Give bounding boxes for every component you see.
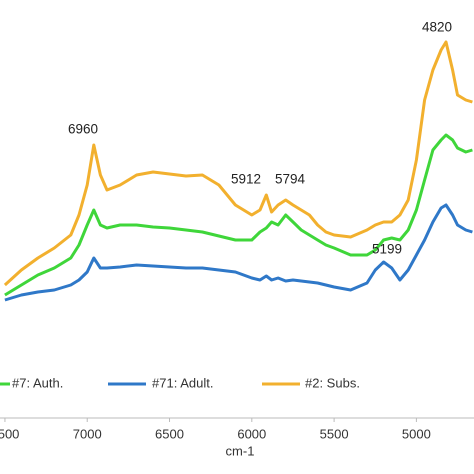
x-tick-label: 7500 <box>0 426 19 441</box>
annotation: 5912 <box>231 172 261 187</box>
annotation: 5794 <box>275 172 306 187</box>
legend-label: #2: Subs. <box>305 375 360 390</box>
x-tick-label: 7000 <box>73 426 102 441</box>
series-line <box>4 203 473 302</box>
x-tick-label: 6000 <box>237 426 266 441</box>
annotation: 6960 <box>68 122 98 137</box>
x-tick-label: 6500 <box>155 426 184 441</box>
x-tick-label: 5000 <box>402 426 431 441</box>
legend-label: #71: Adult. <box>152 375 213 390</box>
series-line <box>4 133 473 297</box>
x-tick-label: 5500 <box>320 426 349 441</box>
annotation: 5199 <box>372 242 402 257</box>
legend-label: #7: Auth. <box>12 375 63 390</box>
series-line <box>3 40 473 287</box>
annotation: 4820 <box>422 20 452 35</box>
x-axis-label: cm-1 <box>226 443 255 458</box>
